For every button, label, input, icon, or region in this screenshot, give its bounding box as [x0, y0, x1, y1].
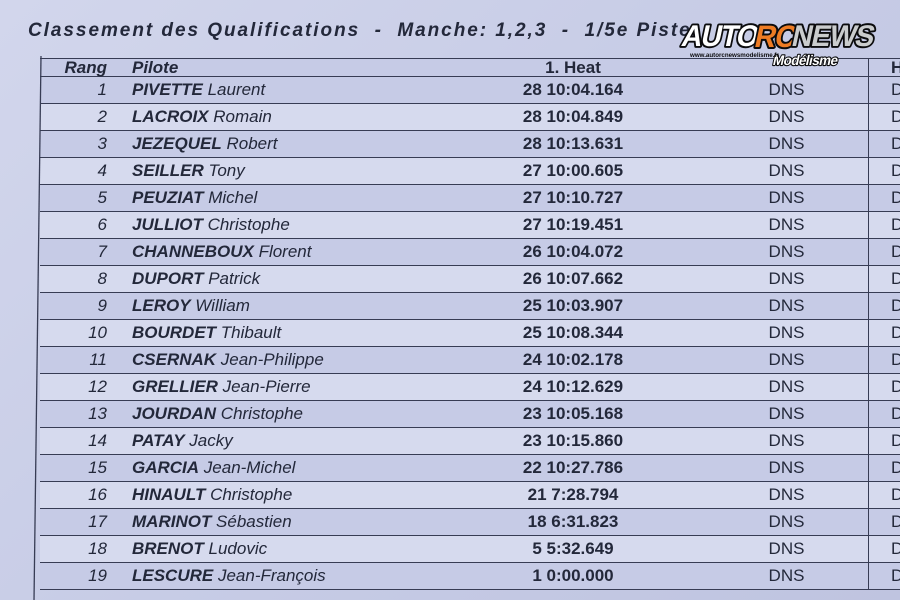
- svg-text:www.autorcnewsmodelisme.fr: www.autorcnewsmodelisme.fr: [689, 52, 779, 59]
- svg-text:Modélisme: Modélisme: [772, 52, 841, 68]
- svg-text:NEWS: NEWS: [789, 20, 877, 53]
- svg-text:AUTO: AUTO: [679, 20, 762, 53]
